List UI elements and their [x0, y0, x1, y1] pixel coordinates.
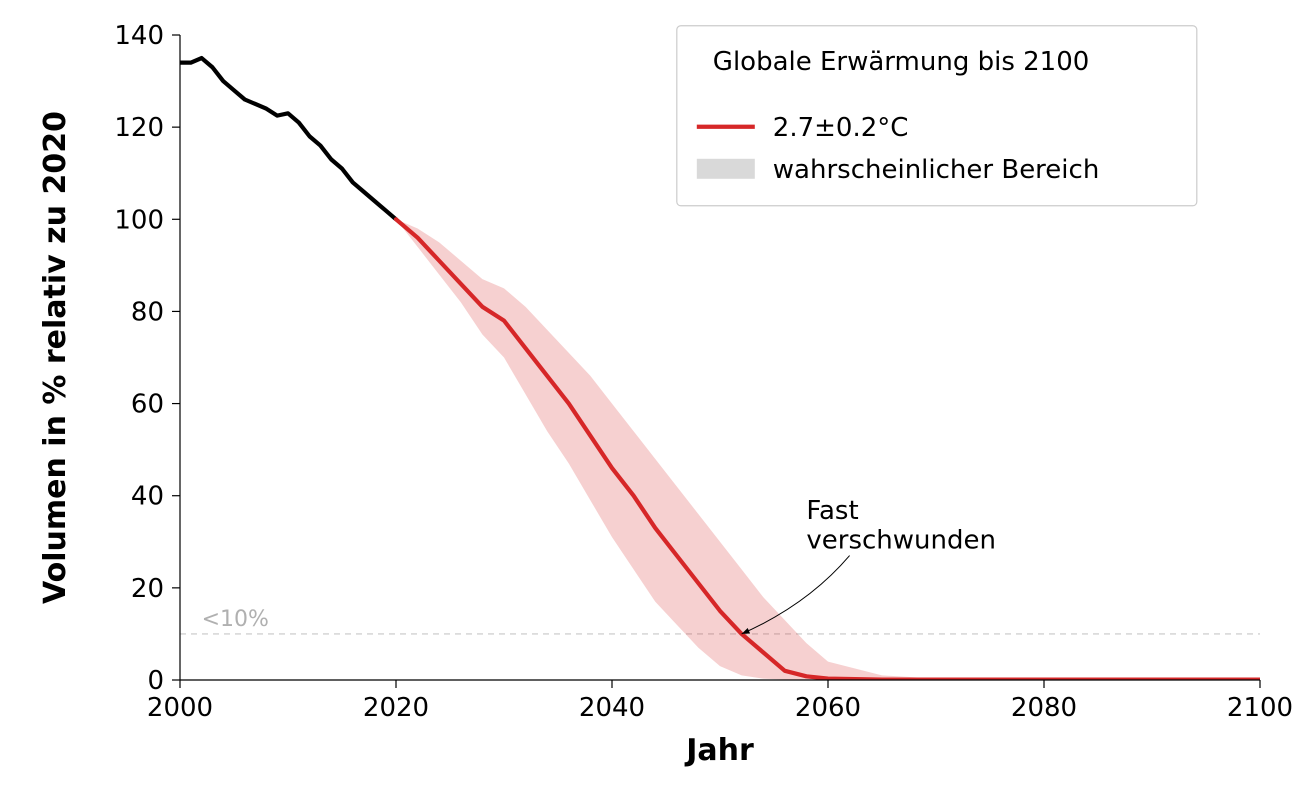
x-tick-label: 2020: [363, 693, 429, 723]
y-tick-label: 140: [114, 21, 164, 51]
y-axis-label: Volumen in % relativ zu 2020: [38, 111, 73, 604]
x-tick-label: 2000: [147, 693, 213, 723]
legend-title: Globale Erwärmung bis 2100: [713, 47, 1090, 77]
y-tick-label: 80: [131, 297, 164, 327]
y-tick-label: 40: [131, 482, 164, 512]
glacier-volume-chart: <10%200020202040206020802100020406080100…: [0, 0, 1300, 800]
x-tick-label: 2080: [1011, 693, 1077, 723]
legend-item-label: wahrscheinlicher Bereich: [773, 155, 1100, 185]
x-tick-label: 2040: [579, 693, 645, 723]
legend: Globale Erwärmung bis 2100 2.7±0.2°C wahrs…: [677, 26, 1197, 206]
x-tick-label: 2060: [795, 693, 861, 723]
y-tick-label: 20: [131, 574, 164, 604]
y-tick-label: 120: [114, 113, 164, 143]
y-tick-label: 0: [147, 666, 164, 696]
x-tick-label: 2100: [1227, 693, 1293, 723]
x-axis-label: Jahr: [684, 733, 754, 768]
legend-swatch-patch: [697, 159, 755, 179]
y-tick-label: 100: [114, 205, 164, 235]
y-tick-label: 60: [131, 390, 164, 420]
threshold-label: <10%: [202, 607, 269, 632]
legend-item-label: 2.7±0.2°C: [773, 113, 909, 143]
